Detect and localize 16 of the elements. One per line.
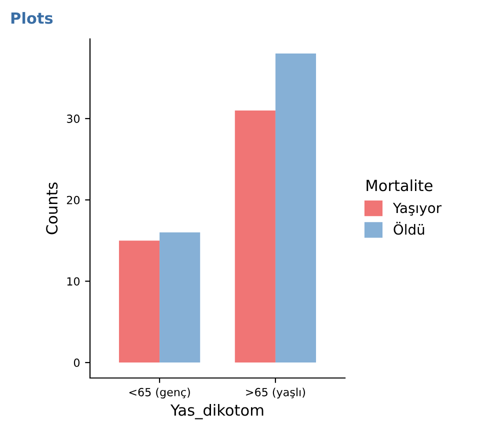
legend-title: Mortalite <box>366 179 432 192</box>
bar <box>160 232 200 363</box>
y-axis-title: Counts <box>46 182 58 234</box>
bar <box>275 54 316 363</box>
x-tick-label: >65 (yaşlı) <box>246 388 305 398</box>
bar <box>234 110 276 363</box>
x-tick-label: <65 (genç) <box>129 388 190 398</box>
x-axis-title: Yas_dikotom <box>170 404 264 420</box>
legend-label: Öldü <box>394 222 424 235</box>
bar <box>118 240 160 363</box>
legend-label: Yaşıyor <box>392 202 442 216</box>
y-tick-label: 10 <box>67 277 80 286</box>
chart-title: Plots <box>11 12 53 24</box>
y-tick-label: 0 <box>74 358 80 367</box>
y-tick-label: 20 <box>66 196 80 204</box>
y-tick-label: 30 <box>66 114 80 123</box>
